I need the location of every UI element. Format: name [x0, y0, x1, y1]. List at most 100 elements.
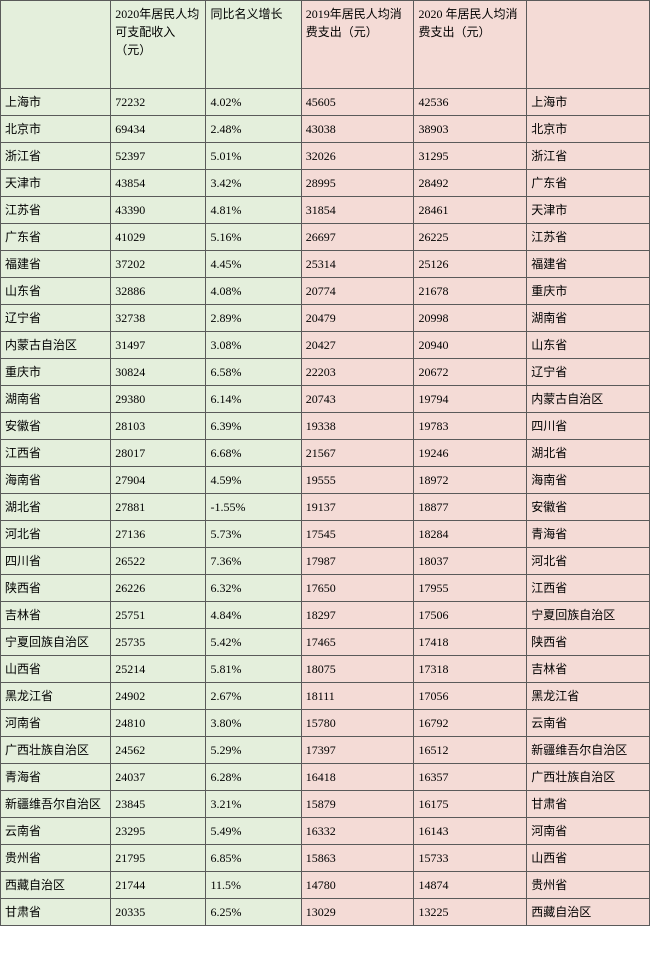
- cell-region1: 青海省: [1, 764, 111, 791]
- cell-exp2020: 25126: [414, 251, 527, 278]
- cell-region2: 贵州省: [527, 872, 650, 899]
- cell-growth: 5.49%: [206, 818, 301, 845]
- cell-exp2019: 18075: [301, 656, 414, 683]
- table-row: 内蒙古自治区314973.08%2042720940山东省: [1, 332, 650, 359]
- cell-exp2020: 16512: [414, 737, 527, 764]
- cell-region1: 福建省: [1, 251, 111, 278]
- cell-growth: 3.08%: [206, 332, 301, 359]
- cell-exp2019: 17465: [301, 629, 414, 656]
- cell-income: 29380: [111, 386, 206, 413]
- cell-growth: 4.84%: [206, 602, 301, 629]
- cell-region2: 山东省: [527, 332, 650, 359]
- cell-growth: 4.08%: [206, 278, 301, 305]
- cell-region1: 内蒙古自治区: [1, 332, 111, 359]
- cell-income: 28017: [111, 440, 206, 467]
- cell-region2: 广东省: [527, 170, 650, 197]
- cell-region1: 湖南省: [1, 386, 111, 413]
- table-row: 宁夏回族自治区257355.42%1746517418陕西省: [1, 629, 650, 656]
- cell-growth: 5.29%: [206, 737, 301, 764]
- cell-region1: 河北省: [1, 521, 111, 548]
- table-row: 西藏自治区2174411.5%1478014874贵州省: [1, 872, 650, 899]
- cell-exp2019: 20427: [301, 332, 414, 359]
- table-row: 山西省252145.81%1807517318吉林省: [1, 656, 650, 683]
- cell-income: 20335: [111, 899, 206, 926]
- cell-region2: 海南省: [527, 467, 650, 494]
- cell-exp2020: 17955: [414, 575, 527, 602]
- cell-income: 23845: [111, 791, 206, 818]
- table-row: 福建省372024.45%2531425126福建省: [1, 251, 650, 278]
- cell-income: 32738: [111, 305, 206, 332]
- cell-exp2020: 18972: [414, 467, 527, 494]
- cell-exp2019: 43038: [301, 116, 414, 143]
- cell-region1: 新疆维吾尔自治区: [1, 791, 111, 818]
- cell-exp2019: 16418: [301, 764, 414, 791]
- cell-exp2019: 45605: [301, 89, 414, 116]
- cell-region1: 广东省: [1, 224, 111, 251]
- cell-exp2020: 13225: [414, 899, 527, 926]
- cell-region1: 辽宁省: [1, 305, 111, 332]
- cell-growth: 2.67%: [206, 683, 301, 710]
- cell-exp2020: 26225: [414, 224, 527, 251]
- cell-region1: 西藏自治区: [1, 872, 111, 899]
- cell-exp2019: 26697: [301, 224, 414, 251]
- cell-exp2020: 20998: [414, 305, 527, 332]
- cell-income: 27136: [111, 521, 206, 548]
- cell-growth: 5.42%: [206, 629, 301, 656]
- cell-region1: 江苏省: [1, 197, 111, 224]
- table-row: 河北省271365.73%1754518284青海省: [1, 521, 650, 548]
- table-row: 上海市722324.02%4560542536上海市: [1, 89, 650, 116]
- col-header-region2: [527, 1, 650, 89]
- cell-exp2020: 15733: [414, 845, 527, 872]
- cell-growth: 4.81%: [206, 197, 301, 224]
- cell-exp2019: 19555: [301, 467, 414, 494]
- cell-region1: 吉林省: [1, 602, 111, 629]
- cell-region2: 陕西省: [527, 629, 650, 656]
- table-header-row: 2020年居民人均可支配收入（元） 同比名义增长 2019年居民人均消费支出（元…: [1, 1, 650, 89]
- cell-region2: 广西壮族自治区: [527, 764, 650, 791]
- cell-exp2019: 17545: [301, 521, 414, 548]
- cell-exp2019: 20743: [301, 386, 414, 413]
- cell-growth: 6.39%: [206, 413, 301, 440]
- cell-growth: 6.68%: [206, 440, 301, 467]
- cell-region1: 云南省: [1, 818, 111, 845]
- table-row: 陕西省262266.32%1765017955江西省: [1, 575, 650, 602]
- cell-exp2020: 14874: [414, 872, 527, 899]
- cell-region1: 江西省: [1, 440, 111, 467]
- table-row: 广西壮族自治区245625.29%1739716512新疆维吾尔自治区: [1, 737, 650, 764]
- cell-exp2019: 22203: [301, 359, 414, 386]
- cell-growth: 11.5%: [206, 872, 301, 899]
- cell-income: 24037: [111, 764, 206, 791]
- cell-income: 27881: [111, 494, 206, 521]
- cell-exp2019: 13029: [301, 899, 414, 926]
- cell-region1: 天津市: [1, 170, 111, 197]
- cell-region1: 河南省: [1, 710, 111, 737]
- cell-region2: 辽宁省: [527, 359, 650, 386]
- cell-income: 26522: [111, 548, 206, 575]
- cell-exp2019: 16332: [301, 818, 414, 845]
- cell-income: 28103: [111, 413, 206, 440]
- table-row: 浙江省523975.01%3202631295浙江省: [1, 143, 650, 170]
- cell-exp2019: 19137: [301, 494, 414, 521]
- cell-region2: 上海市: [527, 89, 650, 116]
- cell-region2: 重庆市: [527, 278, 650, 305]
- cell-region1: 安徽省: [1, 413, 111, 440]
- cell-region1: 重庆市: [1, 359, 111, 386]
- cell-exp2020: 28492: [414, 170, 527, 197]
- cell-region2: 河南省: [527, 818, 650, 845]
- cell-region2: 吉林省: [527, 656, 650, 683]
- table-row: 贵州省217956.85%1586315733山西省: [1, 845, 650, 872]
- cell-exp2019: 32026: [301, 143, 414, 170]
- cell-exp2020: 28461: [414, 197, 527, 224]
- cell-growth: 6.58%: [206, 359, 301, 386]
- cell-exp2020: 18284: [414, 521, 527, 548]
- cell-exp2019: 17397: [301, 737, 414, 764]
- cell-region2: 黑龙江省: [527, 683, 650, 710]
- cell-growth: 5.01%: [206, 143, 301, 170]
- table-row: 重庆市308246.58%2220320672辽宁省: [1, 359, 650, 386]
- col-header-region1: [1, 1, 111, 89]
- table-row: 青海省240376.28%1641816357广西壮族自治区: [1, 764, 650, 791]
- cell-region1: 广西壮族自治区: [1, 737, 111, 764]
- cell-exp2020: 42536: [414, 89, 527, 116]
- cell-region1: 四川省: [1, 548, 111, 575]
- cell-exp2020: 19246: [414, 440, 527, 467]
